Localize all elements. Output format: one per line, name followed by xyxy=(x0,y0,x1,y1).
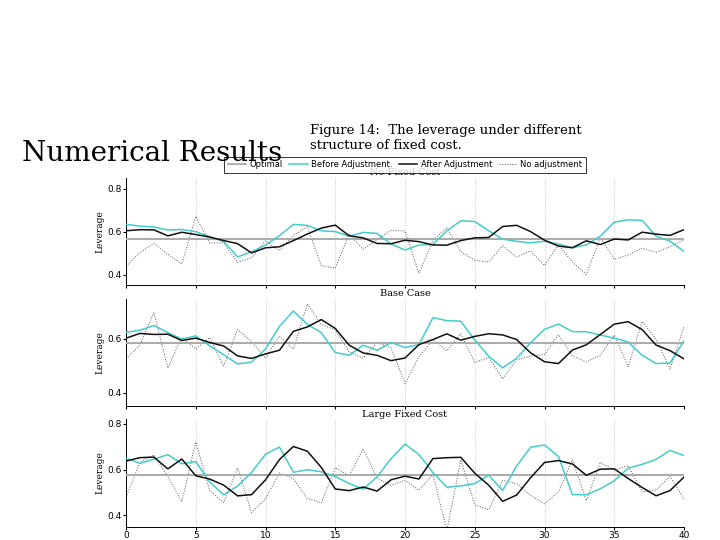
Legend: Optimal, Before Adjustment., After Adjustment, No adjustment: Optimal, Before Adjustment., After Adjus… xyxy=(224,157,586,173)
Y-axis label: Leverage: Leverage xyxy=(96,451,104,494)
Y-axis label: Leverage: Leverage xyxy=(96,331,104,374)
Text: Figure 14:  The leverage under different
structure of fixed cost.: Figure 14: The leverage under different … xyxy=(310,124,581,152)
Y-axis label: Leverage: Leverage xyxy=(96,211,104,253)
Title: Large Fixed Cost: Large Fixed Cost xyxy=(362,410,448,418)
Title: No Fixed Cost: No Fixed Cost xyxy=(370,168,440,178)
Text: Numerical Results: Numerical Results xyxy=(22,140,282,167)
Title: Base Case: Base Case xyxy=(379,289,431,298)
